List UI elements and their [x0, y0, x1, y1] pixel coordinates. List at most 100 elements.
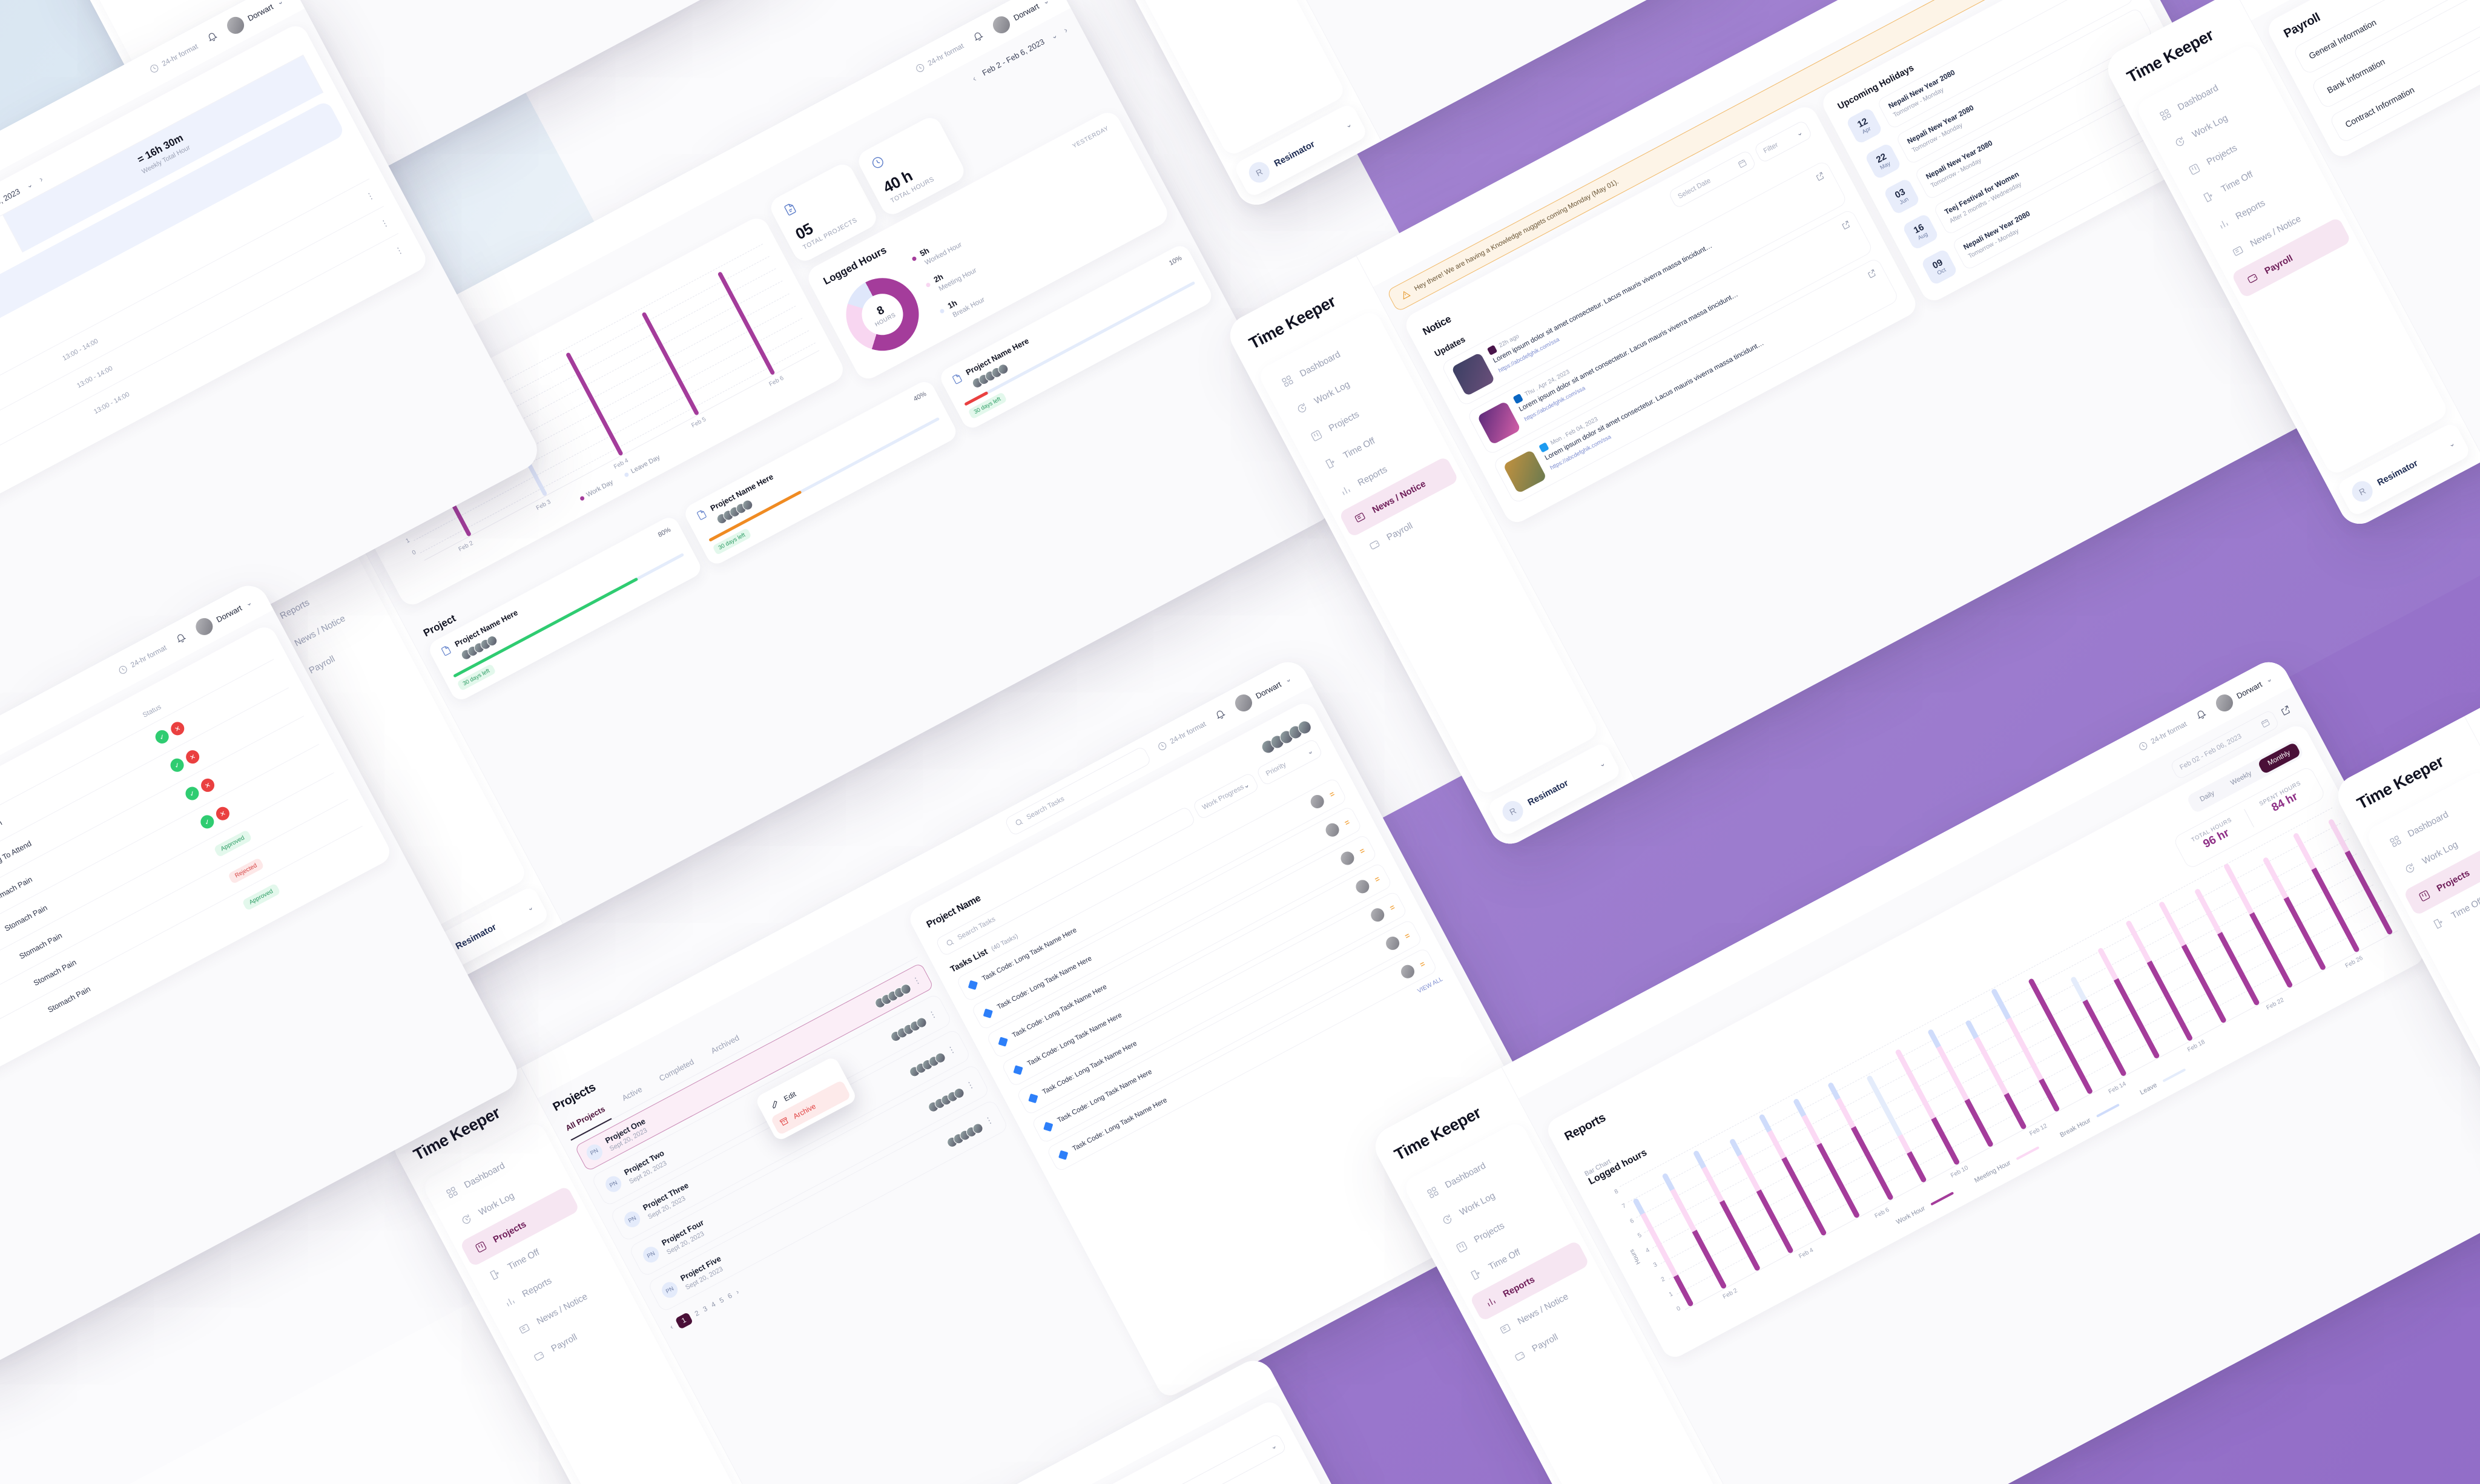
screen-notice[interactable]: Time Keeper Dashboard Work Log Projects … — [1223, 0, 2368, 851]
row-more-icon[interactable]: ⋮ — [983, 1113, 995, 1127]
sidebar-item-dashboard[interactable]: Dashboard — [1266, 320, 1387, 401]
next-page-icon[interactable]: › — [734, 1288, 740, 1296]
topbar[interactable]: 24-hr format Dorwart ⌄ — [1502, 655, 2294, 1098]
sidebar-item-news-notice[interactable]: News / Notice — [1338, 456, 1459, 538]
project-progress-card[interactable]: Project Name Here 40% 30 days left — [682, 378, 960, 567]
menu-item-archive[interactable]: Archive — [770, 1080, 851, 1136]
sidebar-item-projects[interactable]: Projects — [1295, 374, 1416, 456]
page-5[interactable]: 5 — [718, 1296, 725, 1305]
sidebar[interactable]: Time Keeper Dashboard Work Log Projects … — [388, 1067, 806, 1484]
row-more-icon[interactable]: ⋮ — [378, 216, 391, 229]
select-date-input[interactable]: Select Date — [1667, 149, 1757, 209]
next-week-icon[interactable]: › — [37, 174, 45, 184]
time-format-toggle[interactable]: 24-hr format — [2137, 719, 2189, 753]
segment-daily[interactable]: Daily — [2198, 790, 2216, 803]
sidebar-item-dashboard[interactable]: Dashboard — [430, 1131, 551, 1213]
sidebar-item-news-notice[interactable]: News / Notice — [1484, 1267, 1604, 1349]
sidebar[interactable]: Time Keeper Dashboard Work Log Projects … — [2331, 716, 2480, 1247]
sidebar-item-dashboard[interactable]: Dashboard — [2374, 780, 2480, 862]
sidebar-item-time-off[interactable]: Time Off — [1310, 401, 1430, 483]
topbar[interactable]: 24-hr format Dorwart ⌄ — [279, 0, 1071, 420]
row-more-icon[interactable]: ⋮ — [393, 243, 406, 257]
row-more-icon[interactable]: ⋮ — [364, 189, 377, 202]
time-format-toggle[interactable]: 24-hr format — [914, 41, 966, 75]
prev-range-icon[interactable]: ‹ — [970, 73, 978, 84]
sidebar-item-projects[interactable]: Projects — [2173, 108, 2294, 190]
screen-projects[interactable]: Time Keeper Dashboard Work Log Projects … — [388, 655, 1581, 1484]
approve-button[interactable]: ✓ — [168, 756, 186, 774]
prev-page-icon[interactable]: ‹ — [668, 1323, 674, 1331]
sidebar-item-payroll[interactable]: Payroll — [518, 1294, 638, 1376]
sidebar-item-reports[interactable]: Reports — [489, 1240, 609, 1322]
notifications-bell-icon[interactable] — [2194, 707, 2210, 724]
time-format-toggle[interactable]: 24-hr format — [148, 41, 200, 75]
screen-work-log[interactable]: 24-hr format Dorwart ⌄ ‹ Apr 3 - Apr 9, … — [0, 0, 544, 857]
sidebar-item-reports[interactable]: Reports — [2202, 162, 2323, 244]
sidebar-item-payroll[interactable]: Payroll — [2231, 217, 2352, 299]
export-icon[interactable] — [2279, 704, 2294, 720]
sidebar-item-reports[interactable]: Reports — [1469, 1240, 1590, 1322]
search-tasks-input[interactable]: Search Tasks — [935, 805, 1196, 957]
page-3[interactable]: 3 — [702, 1305, 709, 1314]
sidebar-item-projects[interactable]: Projects — [2402, 834, 2480, 917]
row-more-icon[interactable]: ⋮ — [945, 1043, 958, 1056]
next-range-icon[interactable]: › — [1061, 24, 1069, 35]
sidebar-item-time-off[interactable]: Time Off — [2418, 862, 2480, 943]
sidebar[interactable]: Time Keeper Dashboard Work Log Projects … — [1368, 1067, 1787, 1484]
notifications-bell-icon[interactable] — [205, 28, 221, 46]
sidebar-item-news-notice[interactable]: News / Notice — [2217, 190, 2337, 271]
row-more-icon[interactable]: ⋮ — [911, 974, 923, 987]
sidebar-item-time-off[interactable]: Time Off — [1455, 1213, 1575, 1294]
open-external-icon[interactable] — [1840, 219, 1864, 252]
project-progress-card[interactable]: Project Name Here 10% 30 days left — [937, 242, 1215, 432]
time-format-toggle[interactable]: 24-hr format — [1156, 719, 1208, 753]
screen-right-partial[interactable]: Time Keeper Dashboard Work Log Projects … — [2331, 446, 2480, 1247]
notice-item[interactable]: 22h ago Lorem ipsum dolor sit amet conse… — [1440, 159, 1848, 407]
open-external-icon[interactable] — [1814, 170, 1838, 203]
notifications-bell-icon[interactable] — [1213, 707, 1229, 724]
sidebar-item-dashboard[interactable]: Dashboard — [2144, 53, 2264, 135]
reject-button[interactable]: ✕ — [213, 804, 232, 823]
reject-button[interactable]: ✕ — [183, 748, 202, 767]
sidebar-item-work-log[interactable]: Work Log — [2158, 81, 2279, 162]
screen-payroll[interactable]: Time Keeper Dashboard Work Log Projects … — [2101, 0, 2480, 531]
segment-monthly[interactable]: Monthly — [2257, 742, 2301, 775]
sidebar-item-work-log[interactable]: Work Log — [1426, 1158, 1546, 1240]
topbar[interactable]: 24-hr format Dorwart ⌄ — [0, 578, 274, 983]
page-6[interactable]: 6 — [727, 1292, 734, 1301]
row-more-icon[interactable]: ⋮ — [964, 1078, 977, 1091]
chevron-down-icon[interactable]: ⌄ — [24, 180, 35, 191]
sidebar-item-projects[interactable]: Projects — [1440, 1186, 1561, 1267]
segment-weekly[interactable]: Weekly — [2229, 770, 2254, 787]
chevron-down-icon[interactable]: ⌄ — [1049, 30, 1059, 41]
topbar[interactable]: 24-hr format Dorwart ⌄ — [0, 0, 305, 350]
report-date-range[interactable]: Feb 02 - Feb 06, 2023 — [2169, 709, 2280, 780]
row-more-icon[interactable]: ⋮ — [926, 1007, 940, 1021]
global-search-input[interactable]: Search Tasks — [1004, 745, 1152, 837]
topbar[interactable]: Search Tasks 24-hr format Dorwart ⌄ — [521, 655, 1313, 1098]
screen-reports[interactable]: Time Keeper Dashboard Work Log Projects … — [1368, 655, 2480, 1484]
sidebar-item-payroll[interactable]: Payroll — [1499, 1294, 1619, 1376]
sidebar-item-work-log[interactable]: Work Log — [2389, 807, 2480, 889]
notice-item[interactable]: Thu . Apr 24, 2023 Lorem ipsum dolor sit… — [1466, 208, 1874, 456]
time-format-toggle[interactable]: 24-hr format — [116, 642, 168, 676]
sidebar-item-time-off[interactable]: Time Off — [2188, 135, 2308, 217]
sidebar-nav[interactable]: Dashboard Work Log Projects Time Off Rep… — [2134, 42, 2450, 477]
approve-button[interactable]: ✓ — [153, 728, 171, 746]
project-progress-card[interactable]: Project Name Here 80% 30 days left — [426, 514, 704, 704]
sidebar-item-work-log[interactable]: Work Log — [1281, 347, 1401, 429]
approve-button[interactable]: ✓ — [198, 813, 217, 831]
sidebar-item-projects[interactable]: Projects — [459, 1186, 580, 1268]
approve-button[interactable]: ✓ — [183, 784, 202, 803]
sidebar-nav[interactable]: Dashboard Work Log Projects Time Off — [2364, 769, 2480, 1233]
sidebar[interactable]: Time Keeper Dashboard Work Log Projects … — [2101, 0, 2480, 531]
sidebar-nav[interactable]: Dashboard Work Log Projects Time Off Rep… — [1256, 309, 1601, 797]
screen-time-off-approvals[interactable]: 24-hr format Dorwart ⌄ Date Duration Add… — [0, 578, 524, 1484]
sidebar-nav[interactable]: Dashboard Work Log Projects Time Off Rep… — [1402, 1120, 1752, 1484]
reject-button[interactable]: ✕ — [168, 719, 187, 738]
notice-item[interactable]: Mon . Feb 04, 2023 Lorem ipsum dolor sit… — [1492, 257, 1900, 505]
page-2[interactable]: 2 — [693, 1310, 701, 1318]
open-external-icon[interactable] — [1865, 268, 1889, 301]
tab-active[interactable]: Active — [620, 1084, 644, 1103]
sidebar-item-payroll[interactable]: Payroll — [1353, 483, 1474, 565]
